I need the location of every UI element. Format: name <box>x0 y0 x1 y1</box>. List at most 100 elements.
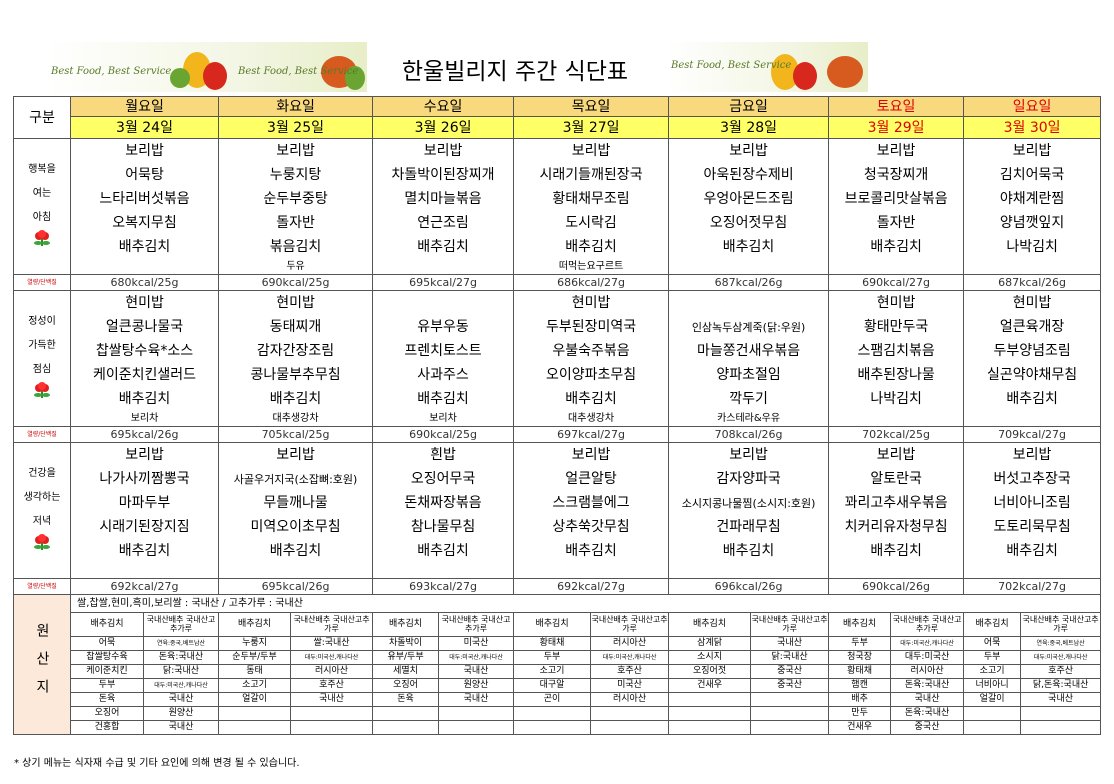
origin-rice: 쌀,찹쌀,현미,흑미,보리쌀 : 국내산 / 고추가루 : 국내산 <box>69 594 1102 613</box>
kcal-value: 695kcal/26g <box>69 426 220 443</box>
origin-cell: 케이준치킨 <box>70 664 144 679</box>
menu-item: 얼큰육개장 <box>963 315 1102 339</box>
empty-cell <box>372 290 515 315</box>
kcal-value: 687kcal/26g <box>963 274 1102 291</box>
empty-cell <box>963 706 1022 721</box>
day-label: 일요일 <box>963 96 1102 117</box>
kcal-value: 705kcal/25g <box>218 426 374 443</box>
table-row: 열량/단백질 695kcal/26g 705kcal/25g 690kcal/25g 6… <box>13 426 1102 443</box>
menu-table: 구분 월요일 화요일 수요일 목요일 금요일 토요일 일요일 3월 24일 3월 25일 3월 26… <box>13 96 1102 735</box>
origin-cell: 미국산 <box>590 678 670 693</box>
origin-cell: 어묵 <box>70 636 144 651</box>
empty-cell <box>218 706 292 721</box>
menu-item: 아욱된장수제비 <box>668 163 830 187</box>
origin-cell: 국내산 <box>1020 692 1102 707</box>
banner-text: Best Food, Best Service <box>671 60 792 71</box>
origin-cell: 누룽지 <box>218 636 292 651</box>
menu-item: 돌자반 <box>218 211 374 235</box>
empty-cell <box>513 720 592 735</box>
origin-cell: 호주산 <box>290 678 374 693</box>
origin-cell: 국내산 <box>142 692 220 707</box>
menu-item: 보리밥 <box>69 138 220 163</box>
origin-cell: 원양산 <box>438 678 515 693</box>
origin-cell: 건새우 <box>828 720 892 735</box>
empty-cell <box>513 563 670 579</box>
menu-item: 배추김치 <box>69 539 220 563</box>
menu-item: 케이준치킨샐러드 <box>69 363 220 387</box>
menu-item: 차돌박이된장찌개 <box>372 163 515 187</box>
date-label: 3월 29일 <box>828 116 965 139</box>
origin-cell: 곤이 <box>513 692 592 707</box>
menu-item: 너비아니조림 <box>963 491 1102 515</box>
menu-item: 배추김치 <box>69 235 220 259</box>
menu-item: 치커리유자청무침 <box>828 515 965 539</box>
menu-item: 돌자반 <box>828 211 965 235</box>
origin-cell: 너비아니 <box>963 678 1022 693</box>
menu-item: 현미밥 <box>963 290 1102 315</box>
table-row: 오복지무침 돌자반 연근조림 도시락김 오징어젓무침 돌자반 양념깻잎지 <box>14 211 1102 235</box>
origin-cell: 세멸치 <box>372 664 440 679</box>
origin-cell: 국내산배추 국내산고추가루 <box>590 612 670 637</box>
menu-item: 멸치마늘볶음 <box>372 187 515 211</box>
menu-item: 배추된장나물 <box>828 363 965 387</box>
origin-cell: 닭,돈육:국내산 <box>1020 678 1102 693</box>
menu-item: 건파래무침 <box>668 515 830 539</box>
empty-cell <box>438 720 515 735</box>
menu-item: 감자양파국 <box>668 467 830 491</box>
menu-item: 나박김치 <box>828 387 965 411</box>
menu-item: 유부우동 <box>372 315 515 339</box>
banner: Best Food, Best Service <box>665 42 868 92</box>
empty-cell <box>963 259 1102 275</box>
empty-cell <box>963 720 1022 735</box>
menu-item: 양파초절임 <box>668 363 830 387</box>
menu-item: 보리밥 <box>668 442 830 467</box>
empty-cell <box>668 692 752 707</box>
corner-label: 구분 <box>13 96 71 139</box>
menu-item: 청국장찌개 <box>828 163 965 187</box>
origin-cell: 차돌박이 <box>372 636 440 651</box>
menu-item: 현미밥 <box>513 290 670 315</box>
origin-cell: 연육:중국,베트남산 <box>1020 636 1102 651</box>
table-row: 케이준치킨샐러드 콩나물부추무침 사과주스 오이양파초무침 양파초절임 배추된장나물 실곤약… <box>14 363 1102 387</box>
menu-item: 오징어무국 <box>372 467 515 491</box>
menu-item: 배추김치 <box>668 235 830 259</box>
empty-cell <box>828 411 965 427</box>
menu-item: 누룽지탕 <box>218 163 374 187</box>
menu-item: 시래기된장지짐 <box>69 515 220 539</box>
origin-cell: 연육:중국,베트남산 <box>142 636 220 651</box>
menu-item: 마늘쫑건새우볶음 <box>668 339 830 363</box>
menu-item: 보리밥 <box>513 138 670 163</box>
extra-item: 떠먹는요구르트 <box>513 259 670 275</box>
meal-label: 건강을 생각하는 저녁 <box>13 442 71 579</box>
menu-item: 꽈리고추새우볶음 <box>828 491 965 515</box>
origin-label-text: 원산지 <box>34 622 50 707</box>
menu-item: 보리밥 <box>828 138 965 163</box>
table-row: 오징어 원양산 만두 돈육:국내산 <box>14 706 1102 721</box>
origin-cell: 국내산배추 국내산고추가루 <box>1020 612 1102 637</box>
extra-item: 두유 <box>218 259 374 275</box>
origin-cell: 배추김치 <box>513 612 592 637</box>
date-label: 3월 26일 <box>372 116 515 139</box>
menu-item: 배추김치 <box>828 235 965 259</box>
menu-item: 보리밥 <box>372 138 515 163</box>
menu-item: 오복지무침 <box>69 211 220 235</box>
origin-cell: 돈육:국내산 <box>890 706 965 721</box>
menu-item: 보리밥 <box>963 138 1102 163</box>
empty-cell <box>750 720 830 735</box>
empty-cell <box>372 720 440 735</box>
menu-item: 오이양파초무침 <box>513 363 670 387</box>
day-label: 금요일 <box>668 96 830 117</box>
origin-cell: 중국산 <box>890 720 965 735</box>
meal-label-line: 건강을 <box>28 467 56 479</box>
flower-icon <box>34 229 50 246</box>
kcal-value: 696kcal/26g <box>668 578 830 595</box>
origin-cell: 돈육 <box>70 692 144 707</box>
origin-cell: 찹쌀탕수육 <box>70 650 144 665</box>
empty-cell <box>590 720 670 735</box>
flower-icon <box>34 381 50 398</box>
table-row: 두유 떠먹는요구르트 <box>14 259 1102 275</box>
origin-cell: 대두:미국산 <box>890 650 965 665</box>
menu-item: 보리밥 <box>668 138 830 163</box>
menu-item: 스크램블에그 <box>513 491 670 515</box>
menu-item: 돈채짜장볶음 <box>372 491 515 515</box>
